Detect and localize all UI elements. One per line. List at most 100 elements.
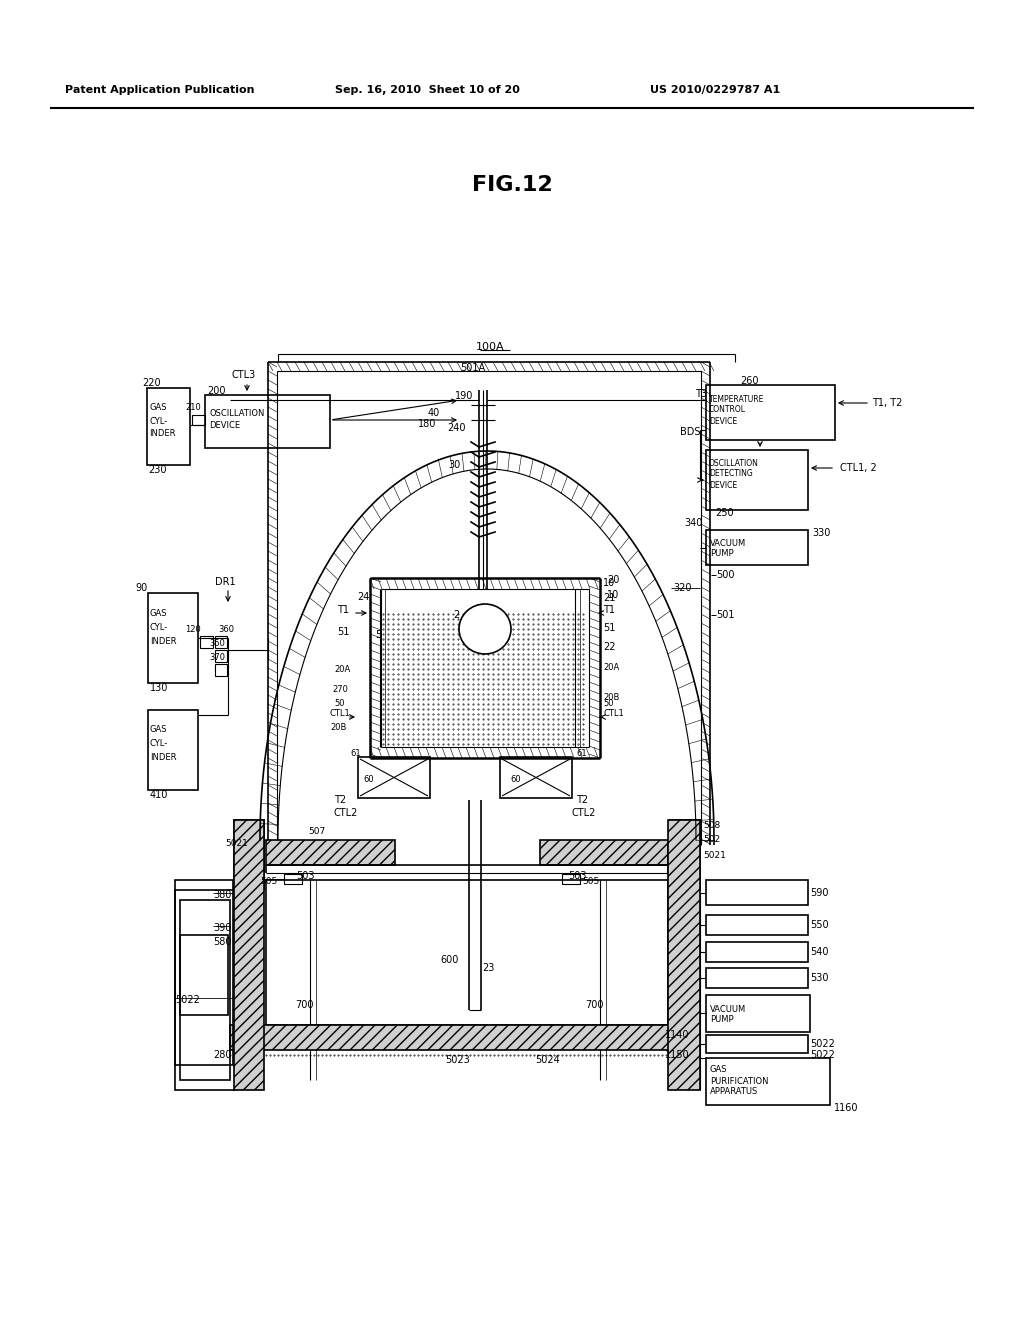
Text: 130: 130 <box>150 682 168 693</box>
Text: 5021: 5021 <box>703 850 726 859</box>
Text: PURIFICATION: PURIFICATION <box>710 1077 768 1085</box>
Text: CTL2: CTL2 <box>572 808 596 818</box>
Text: 5021: 5021 <box>225 838 248 847</box>
Bar <box>234 820 264 890</box>
Text: 5022: 5022 <box>810 1039 835 1049</box>
Text: T1: T1 <box>337 605 349 615</box>
Bar <box>200 636 213 648</box>
Bar <box>180 935 228 1015</box>
Text: 24: 24 <box>357 591 370 602</box>
Text: GAS: GAS <box>150 610 168 619</box>
Text: 60: 60 <box>510 776 520 784</box>
Text: CONTROL: CONTROL <box>709 405 746 414</box>
Bar <box>193 414 205 425</box>
Text: 60: 60 <box>362 776 374 784</box>
Text: CTL3: CTL3 <box>232 370 256 380</box>
Bar <box>706 450 808 510</box>
Text: 40: 40 <box>428 408 440 418</box>
Text: 580: 580 <box>213 937 231 946</box>
Text: 340: 340 <box>684 517 702 528</box>
Bar <box>205 395 330 447</box>
Bar <box>706 1035 808 1053</box>
Text: GAS: GAS <box>150 726 168 734</box>
Bar <box>266 880 668 1026</box>
Text: 20: 20 <box>607 576 620 585</box>
Text: 10: 10 <box>607 590 620 601</box>
Text: T1: T1 <box>603 605 615 615</box>
Text: 61: 61 <box>575 750 587 759</box>
Text: 50: 50 <box>334 698 344 708</box>
Bar <box>706 1059 830 1105</box>
Text: 5024: 5024 <box>535 1055 560 1065</box>
Text: DR1: DR1 <box>215 577 236 587</box>
Text: 5022: 5022 <box>810 1049 835 1060</box>
Text: BDS: BDS <box>680 426 700 437</box>
Text: 508: 508 <box>703 821 720 829</box>
Text: 190: 190 <box>455 391 473 401</box>
Text: 502: 502 <box>703 836 720 845</box>
Text: CTL1: CTL1 <box>603 710 624 718</box>
Text: 30: 30 <box>449 459 460 470</box>
Text: 220: 220 <box>142 378 161 388</box>
Bar <box>706 915 808 935</box>
Text: 22: 22 <box>603 642 615 652</box>
Text: VACUUM: VACUUM <box>710 539 746 548</box>
Bar <box>215 649 227 663</box>
Bar <box>540 840 668 865</box>
Text: 51: 51 <box>337 627 349 638</box>
Text: INDER: INDER <box>150 429 175 438</box>
Bar <box>175 890 234 1090</box>
Bar <box>668 820 700 1090</box>
Text: 1140: 1140 <box>665 1030 689 1040</box>
Text: 505: 505 <box>260 876 278 886</box>
Text: 330: 330 <box>812 528 830 539</box>
Text: CTL1: CTL1 <box>330 710 351 718</box>
Text: 550: 550 <box>810 920 828 931</box>
Text: CTL2: CTL2 <box>334 808 358 818</box>
Text: Patent Application Publication: Patent Application Publication <box>65 84 255 95</box>
Text: 120: 120 <box>185 624 201 634</box>
Text: 240: 240 <box>447 422 466 433</box>
Text: 61: 61 <box>350 750 360 759</box>
Text: INDER: INDER <box>150 752 176 762</box>
Text: 50: 50 <box>603 698 613 708</box>
Text: 500: 500 <box>716 570 734 579</box>
Text: 700: 700 <box>295 1001 313 1010</box>
Text: T1, T2: T1, T2 <box>872 399 902 408</box>
Bar <box>215 664 227 676</box>
Text: 180: 180 <box>418 418 436 429</box>
Text: 530: 530 <box>810 973 828 983</box>
Bar <box>234 820 264 1090</box>
Bar <box>358 756 430 799</box>
Text: INDER: INDER <box>150 636 176 645</box>
Bar <box>230 1026 700 1049</box>
Text: DETECTING: DETECTING <box>709 470 753 479</box>
Bar <box>180 900 230 1080</box>
Text: VACUUM: VACUUM <box>710 1005 746 1014</box>
Text: APPARATUS: APPARATUS <box>710 1088 758 1097</box>
Bar <box>175 880 233 1065</box>
Text: T3: T3 <box>695 389 707 399</box>
Text: 5022: 5022 <box>175 995 200 1005</box>
Text: 100A: 100A <box>476 342 504 352</box>
Text: Sep. 16, 2010  Sheet 10 of 20: Sep. 16, 2010 Sheet 10 of 20 <box>335 84 520 95</box>
Text: 700: 700 <box>585 1001 603 1010</box>
Bar <box>706 995 810 1032</box>
Text: PUMP: PUMP <box>710 1015 733 1024</box>
Text: 501A: 501A <box>460 363 485 374</box>
Text: 1160: 1160 <box>834 1104 858 1113</box>
Text: 20B: 20B <box>330 723 346 733</box>
Text: 270: 270 <box>332 685 348 694</box>
Text: 507: 507 <box>308 828 326 837</box>
Text: 501: 501 <box>716 610 734 620</box>
Text: 280: 280 <box>213 1049 231 1060</box>
Bar <box>147 388 190 465</box>
Bar <box>148 710 198 789</box>
Bar <box>215 636 227 648</box>
Text: 360: 360 <box>218 624 234 634</box>
Text: 90: 90 <box>135 583 147 593</box>
Text: 10: 10 <box>603 578 615 587</box>
Bar <box>284 874 302 884</box>
Text: 5: 5 <box>375 630 381 640</box>
Text: GAS: GAS <box>150 404 167 412</box>
